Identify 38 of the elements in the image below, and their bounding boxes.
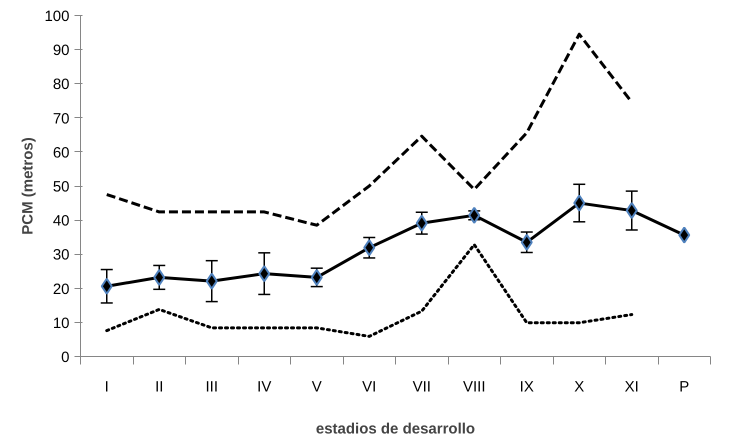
y-tick-label: 80 xyxy=(52,76,70,94)
point xyxy=(100,278,113,295)
line-series xyxy=(105,243,634,338)
y-tick-label: 50 xyxy=(52,178,70,196)
point xyxy=(626,202,638,220)
point xyxy=(416,214,428,232)
point xyxy=(468,206,480,224)
x-tick-label: X xyxy=(574,378,584,396)
y-tick-label: 40 xyxy=(52,212,70,230)
point xyxy=(520,234,533,251)
point xyxy=(206,272,218,290)
point xyxy=(363,239,376,256)
x-tick-label: IX xyxy=(520,378,534,396)
x-axis-title: estadios de desarrollo xyxy=(316,420,476,438)
point xyxy=(678,226,690,244)
y-tick-label: 30 xyxy=(52,246,70,264)
y-tick-label: 90 xyxy=(52,42,70,60)
x-tick-label: IV xyxy=(257,378,272,396)
y-tick-label: 20 xyxy=(52,280,70,298)
x-tick-label: VII xyxy=(412,378,431,396)
y-tick-label: 70 xyxy=(52,110,70,128)
line-series xyxy=(105,32,634,227)
point xyxy=(573,194,586,212)
y-axis-title: PCM (metros) xyxy=(19,137,36,235)
x-tick-label: VI xyxy=(362,378,376,396)
x-tick-label: VIII xyxy=(462,378,486,396)
x-tick-label: III xyxy=(206,378,218,396)
y-tick-label: 0 xyxy=(61,349,70,366)
y-tick-label: 60 xyxy=(52,144,70,162)
point xyxy=(258,265,270,282)
x-tick-label: P xyxy=(679,378,690,396)
y-tick-label: 100 xyxy=(44,8,70,25)
x-tick-label: XI xyxy=(624,378,639,396)
y-tick-label: 10 xyxy=(52,314,70,332)
x-tick-label: V xyxy=(312,378,322,396)
point xyxy=(153,268,166,286)
x-tick-label: I xyxy=(104,378,109,396)
x-tick-label: II xyxy=(155,378,164,396)
